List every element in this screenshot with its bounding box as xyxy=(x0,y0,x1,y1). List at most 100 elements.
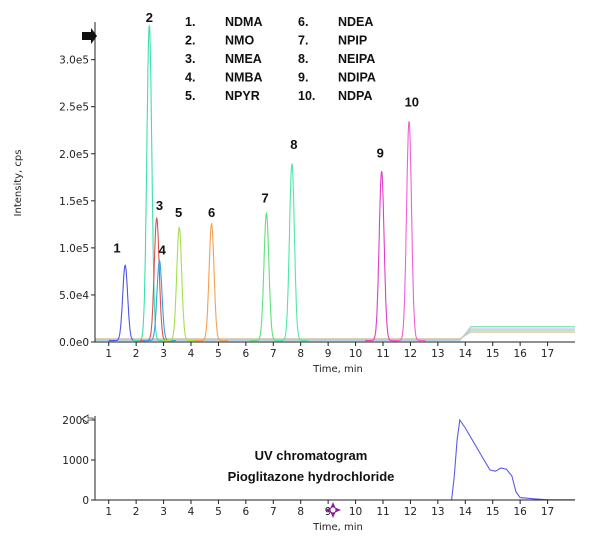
peak-label-6: 6 xyxy=(208,205,215,220)
y-tick-label: 3.0e5 xyxy=(59,55,89,67)
y-tick-label: 1000 xyxy=(62,455,89,467)
legend-compound-name: NDEA xyxy=(338,15,373,29)
x-tick-label: 11 xyxy=(376,348,389,360)
legend-compound-name: NMBA xyxy=(225,71,263,85)
legend-compound-name: NDPA xyxy=(338,89,373,103)
peak-trace-7 xyxy=(250,211,283,342)
uv-annotation-line-1: UV chromatogram xyxy=(255,448,368,463)
legend-compound-name: NDMA xyxy=(225,15,263,29)
legend-compound-name: NMEA xyxy=(225,52,262,66)
peak-labels: 1 2 3 4 5 6 7 8 9 10 xyxy=(113,10,419,257)
bottom-x-ticks: 1 2 3 4 5 6 7 8 9 10 11 12 13 14 15 16 17 xyxy=(105,500,554,518)
legend-compound-name: NEIPA xyxy=(338,52,375,66)
peak-label-1: 1 xyxy=(113,241,120,256)
baseline-trace xyxy=(95,331,575,340)
x-tick-label: 1 xyxy=(105,506,112,518)
legend-number: 3. xyxy=(185,52,195,66)
x-tick-label: 8 xyxy=(297,506,304,518)
x-tick-label: 1 xyxy=(105,348,112,360)
x-tick-label: 15 xyxy=(486,506,499,518)
x-tick-label: 13 xyxy=(431,506,444,518)
x-tick-label: 7 xyxy=(270,348,277,360)
legend-number: 9. xyxy=(298,71,308,85)
y-tick-label: 2.0e5 xyxy=(59,149,89,161)
x-tick-label: 17 xyxy=(541,506,554,518)
x-tick-label: 3 xyxy=(160,348,167,360)
uv-trace-line xyxy=(95,418,575,501)
legend-number: 4. xyxy=(185,71,195,85)
x-tick-label: 8 xyxy=(297,348,304,360)
peak-label-8: 8 xyxy=(290,137,297,152)
legend-compound-name: NPIP xyxy=(338,34,367,48)
x-tick-label: 4 xyxy=(188,348,195,360)
x-tick-label: 9 xyxy=(325,348,332,360)
arrow-marker-icon xyxy=(82,28,97,44)
top-y-axis-label: Intensity, cps xyxy=(13,150,24,217)
legend-compound-name: NDIPA xyxy=(338,71,376,85)
x-tick-label: 5 xyxy=(215,348,222,360)
x-tick-label: 2 xyxy=(133,348,140,360)
y-tick-label: 0.0e0 xyxy=(59,337,89,349)
peak-trace-2 xyxy=(132,25,166,342)
top-y-ticks: 0.0e0 5.0e4 1.0e5 1.5e5 2.0e5 2.5e5 3.0e5 xyxy=(59,55,95,349)
y-tick-label: 1.5e5 xyxy=(59,196,89,208)
legend-number: 6. xyxy=(298,15,308,29)
bottom-axes xyxy=(94,416,575,501)
bottom-x-axis-label: Time, min xyxy=(312,522,363,533)
y-tick-label: 2000 xyxy=(62,415,89,427)
x-tick-label: 14 xyxy=(459,506,473,518)
top-axes xyxy=(94,22,575,343)
y-tick-label: 5.0e4 xyxy=(59,290,89,302)
pointer-arrow-icon xyxy=(81,414,94,424)
x-tick-label: 6 xyxy=(243,348,250,360)
peak-label-2: 2 xyxy=(146,10,153,25)
x-tick-label: 12 xyxy=(404,506,417,518)
x-tick-label: 11 xyxy=(376,506,389,518)
x-tick-label: 16 xyxy=(513,506,527,518)
legend-number: 10. xyxy=(298,89,315,103)
x-tick-label: 7 xyxy=(270,506,277,518)
bottom-y-ticks: 0 1000 2000 xyxy=(62,415,95,507)
peak-trace-6 xyxy=(195,222,228,342)
peak-trace-1 xyxy=(108,264,142,342)
peak-label-9: 9 xyxy=(377,146,384,161)
top-x-ticks: 1 2 3 4 5 6 7 8 9 10 11 12 13 14 15 16 17 xyxy=(105,342,554,360)
legend-compound-name: NPYR xyxy=(225,89,260,103)
x-tick-label: 17 xyxy=(541,348,554,360)
y-tick-label: 2.5e5 xyxy=(59,102,89,114)
uv-trace xyxy=(95,418,575,501)
mrm-chromatogram: 1 2 3 4 5 6 7 8 9 10 11 12 13 14 15 16 17 0.0e05.0e41.0e… xyxy=(13,10,575,375)
chromatogram-traces xyxy=(95,25,575,342)
x-tick-label: 2 xyxy=(133,506,140,518)
peak-trace-8 xyxy=(275,163,309,342)
x-tick-label: 14 xyxy=(459,348,473,360)
peak-label-10: 10 xyxy=(405,95,419,110)
peak-label-3: 3 xyxy=(156,198,163,213)
x-tick-label: 10 xyxy=(349,348,362,360)
legend-number: 2. xyxy=(185,34,195,48)
peak-label-4: 4 xyxy=(159,242,167,257)
peak-label-7: 7 xyxy=(261,191,268,206)
peak-label-5: 5 xyxy=(175,205,182,220)
y-tick-label: 0 xyxy=(82,495,89,507)
uv-annotation-line-2: Pioglitazone hydrochloride xyxy=(228,469,395,484)
x-tick-label: 5 xyxy=(215,506,222,518)
compound-legend: 1. NDMA 2. NMO 3. NMEA 4. NMBA 5. NPYR 6. NDEA 7. NPI… xyxy=(185,15,376,103)
x-tick-label: 15 xyxy=(486,348,499,360)
legend-number: 1. xyxy=(185,15,195,29)
x-tick-label: 12 xyxy=(404,348,417,360)
x-tick-label: 4 xyxy=(188,506,195,518)
legend-number: 8. xyxy=(298,52,308,66)
y-tick-label: 1.0e5 xyxy=(59,243,89,255)
x-tick-label: 10 xyxy=(349,506,362,518)
x-tick-label: 3 xyxy=(160,506,167,518)
x-tick-label: 9 xyxy=(325,506,332,518)
legend-compound-name: NMO xyxy=(225,34,254,48)
x-tick-label: 6 xyxy=(243,506,250,518)
top-x-axis-label: Time, min xyxy=(312,364,363,375)
legend-number: 7. xyxy=(298,34,308,48)
x-tick-label: 16 xyxy=(513,348,527,360)
legend-number: 5. xyxy=(185,89,195,103)
